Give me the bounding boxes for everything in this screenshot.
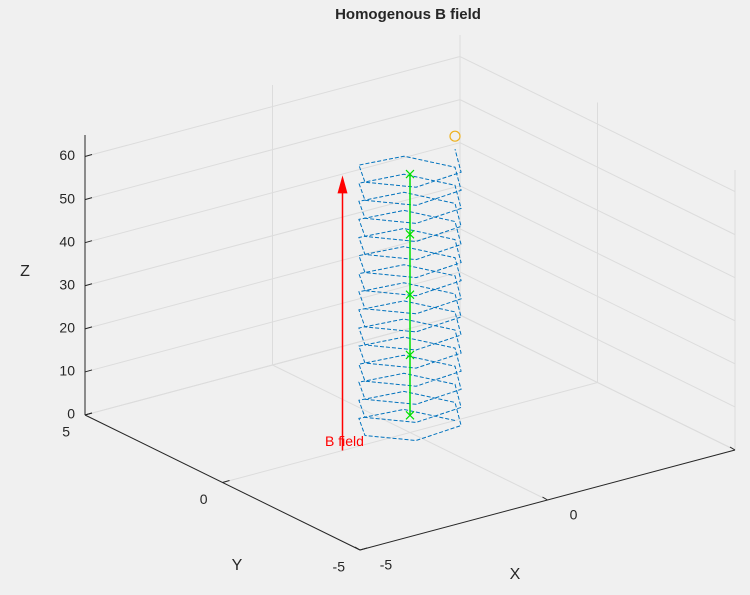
z-tick-label: 30 <box>59 276 75 292</box>
tick-mark <box>354 546 361 551</box>
marker <box>405 229 415 239</box>
tick-mark <box>84 369 93 373</box>
z-tick-label: 50 <box>59 190 75 206</box>
series-line <box>358 148 462 442</box>
marker <box>405 290 415 300</box>
tick-mark <box>222 480 230 483</box>
y-tick-label: -5 <box>333 559 346 575</box>
tick-mark <box>729 446 736 451</box>
arrow-head <box>337 175 348 194</box>
marker <box>405 169 415 179</box>
tick-mark <box>84 240 93 244</box>
tick-mark <box>84 283 93 287</box>
grid-line <box>222 382 598 483</box>
tick-mark <box>359 547 368 551</box>
grid-line <box>84 314 461 416</box>
z-tick-label: 10 <box>59 363 75 379</box>
y-axis-label: Y <box>232 557 243 574</box>
z-tick-label: 60 <box>59 147 75 163</box>
tick-mark <box>84 197 93 201</box>
tick-mark <box>84 154 93 158</box>
x-axis-label: X <box>510 566 521 583</box>
x-tick-label: -5 <box>380 557 393 573</box>
z-tick-label: 0 <box>67 406 75 422</box>
z-tick-label: 20 <box>59 320 75 336</box>
tick-mark <box>84 326 93 330</box>
x-tick-label: 0 <box>570 507 578 523</box>
tick-mark <box>542 496 548 501</box>
z-axis-label: Z <box>20 263 30 280</box>
y-tick-label: 0 <box>200 491 208 507</box>
marker <box>405 410 415 420</box>
y-tick-label: 5 <box>62 424 70 440</box>
z-tick-label: 40 <box>59 233 75 249</box>
marker <box>449 130 461 142</box>
marker <box>405 350 415 360</box>
chart-title: Homogenous B field <box>335 6 481 23</box>
annotation: B field <box>325 433 364 449</box>
tick-mark <box>84 412 93 416</box>
